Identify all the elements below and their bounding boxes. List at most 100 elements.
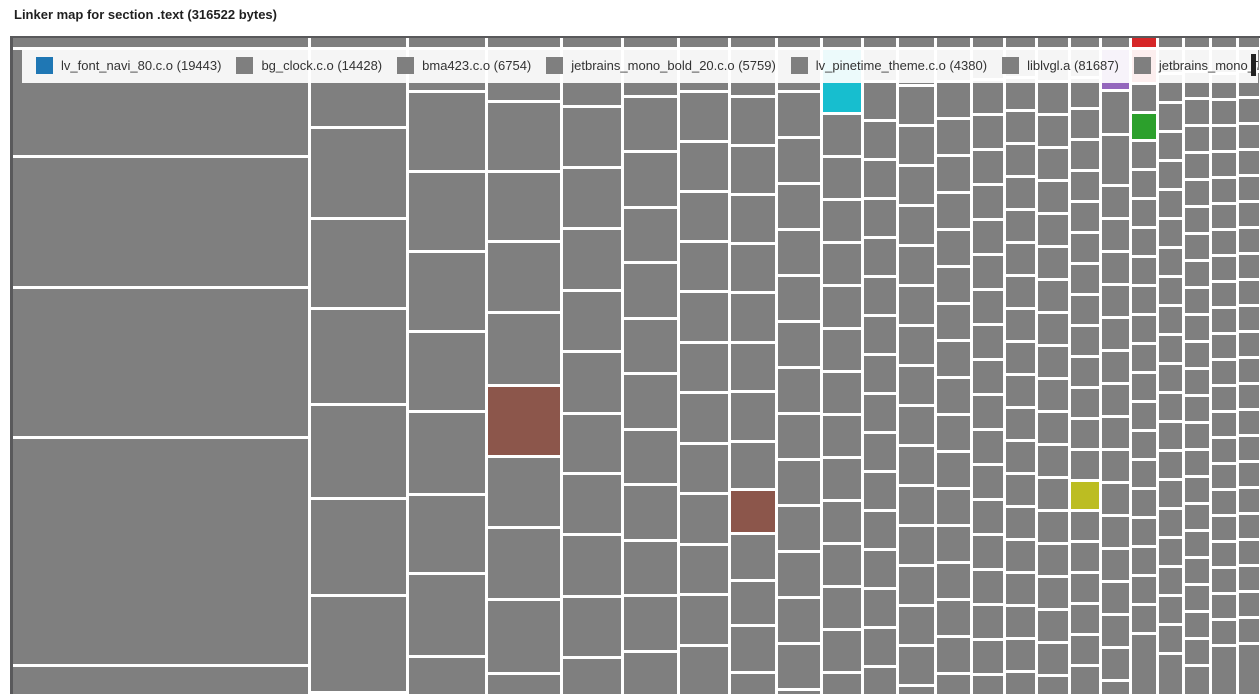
treemap-tile[interactable] [937,490,970,524]
treemap-tile[interactable] [731,196,775,242]
treemap-tile[interactable] [1159,597,1182,623]
treemap-tile[interactable] [823,373,861,413]
treemap-tile[interactable] [1159,510,1182,536]
treemap-tile[interactable] [823,502,861,542]
treemap-tile[interactable] [1239,411,1259,434]
treemap-tile[interactable] [973,676,1003,694]
treemap-tile[interactable] [1185,100,1209,124]
treemap-tile[interactable] [1006,640,1035,670]
treemap-tile[interactable] [778,185,820,228]
treemap-tile[interactable] [1038,677,1068,694]
treemap-tile[interactable] [1132,432,1156,458]
treemap-tile[interactable] [937,342,970,376]
treemap-tile[interactable] [864,83,896,119]
treemap-tile[interactable] [937,38,970,47]
treemap-tile[interactable] [680,344,728,391]
treemap-tile[interactable] [973,641,1003,673]
treemap-tile[interactable] [311,500,406,594]
treemap-tile[interactable] [1212,127,1236,150]
treemap-tile[interactable] [1185,397,1209,421]
treemap-tile[interactable] [1185,208,1209,232]
treemap-tile[interactable] [973,81,1003,113]
treemap-tile[interactable] [823,287,861,327]
treemap-tile[interactable] [778,323,820,366]
treemap-tile[interactable] [1102,418,1129,448]
treemap-tile[interactable] [1071,265,1099,293]
treemap-tile[interactable] [1132,577,1156,603]
treemap-tile[interactable] [1038,149,1068,179]
treemap-tile[interactable] [1071,482,1099,509]
treemap-tile[interactable] [1239,307,1259,330]
treemap-tile[interactable] [1132,258,1156,284]
treemap-tile[interactable] [973,501,1003,533]
treemap-tile[interactable] [1102,517,1129,547]
treemap-tile[interactable] [1212,257,1236,280]
treemap-tile[interactable] [409,575,485,655]
treemap-tile[interactable] [1159,365,1182,391]
treemap-tile[interactable] [1212,283,1236,306]
treemap-tile[interactable] [1239,203,1259,226]
treemap-tile[interactable] [899,367,934,404]
treemap-tile[interactable] [899,487,934,524]
treemap-tile[interactable] [823,674,861,694]
treemap-tile[interactable] [1038,116,1068,146]
treemap-tile[interactable] [731,491,775,532]
treemap-tile[interactable] [1132,461,1156,487]
treemap-tile[interactable] [973,361,1003,393]
treemap-tile[interactable] [973,396,1003,428]
treemap-tile[interactable] [680,596,728,644]
treemap-tile[interactable] [1102,616,1129,646]
treemap-tile[interactable] [1159,104,1182,130]
treemap-tile[interactable] [563,353,621,412]
treemap-tile[interactable] [1159,626,1182,652]
treemap-tile[interactable] [1102,286,1129,316]
treemap-tile[interactable] [1071,203,1099,231]
treemap-tile[interactable] [1185,181,1209,205]
treemap-tile[interactable] [1071,141,1099,169]
treemap-tile[interactable] [1159,220,1182,246]
treemap-tile[interactable] [563,536,621,595]
treemap-tile[interactable] [311,220,406,307]
treemap-tile[interactable] [488,243,560,311]
treemap-tile[interactable] [1159,423,1182,449]
treemap-tile[interactable] [1132,287,1156,313]
treemap-tile[interactable] [624,597,677,650]
treemap-tile[interactable] [1239,177,1259,200]
treemap-tile[interactable] [1159,191,1182,217]
treemap-tile[interactable] [1102,38,1129,47]
treemap-tile[interactable] [1102,319,1129,349]
treemap-tile[interactable] [409,333,485,410]
treemap-tile[interactable] [864,668,896,694]
treemap-tile[interactable] [823,201,861,241]
treemap-tile[interactable] [1159,307,1182,333]
treemap-tile[interactable] [864,629,896,665]
treemap-tile[interactable] [1038,347,1068,377]
treemap-tile[interactable] [1038,446,1068,476]
treemap-tile[interactable] [1132,635,1156,694]
treemap-tile[interactable] [973,571,1003,603]
treemap-tile[interactable] [1006,79,1035,109]
treemap-tile[interactable] [409,38,485,47]
treemap-tile[interactable] [624,431,677,483]
treemap-tile[interactable] [823,38,861,47]
treemap-tile[interactable] [937,564,970,598]
treemap-tile[interactable] [1006,277,1035,307]
treemap-tile[interactable] [864,38,896,47]
treemap-tile[interactable] [1102,136,1129,184]
treemap-tile[interactable] [1006,541,1035,571]
treemap-tile[interactable] [1185,370,1209,394]
treemap-tile[interactable] [823,416,861,456]
treemap-tile[interactable] [1102,352,1129,382]
treemap-tile[interactable] [1038,545,1068,575]
treemap-tile[interactable] [1132,606,1156,632]
treemap-tile[interactable] [563,415,621,472]
treemap-tile[interactable] [1212,595,1236,618]
treemap-tile[interactable] [1071,420,1099,448]
treemap-tile[interactable] [1239,541,1259,564]
treemap-tile[interactable] [311,129,406,217]
treemap-tile[interactable] [1185,586,1209,610]
treemap-tile[interactable] [1185,667,1209,694]
treemap-tile[interactable] [1071,512,1099,540]
treemap-tile[interactable] [1071,79,1099,107]
treemap-tile[interactable] [937,453,970,487]
